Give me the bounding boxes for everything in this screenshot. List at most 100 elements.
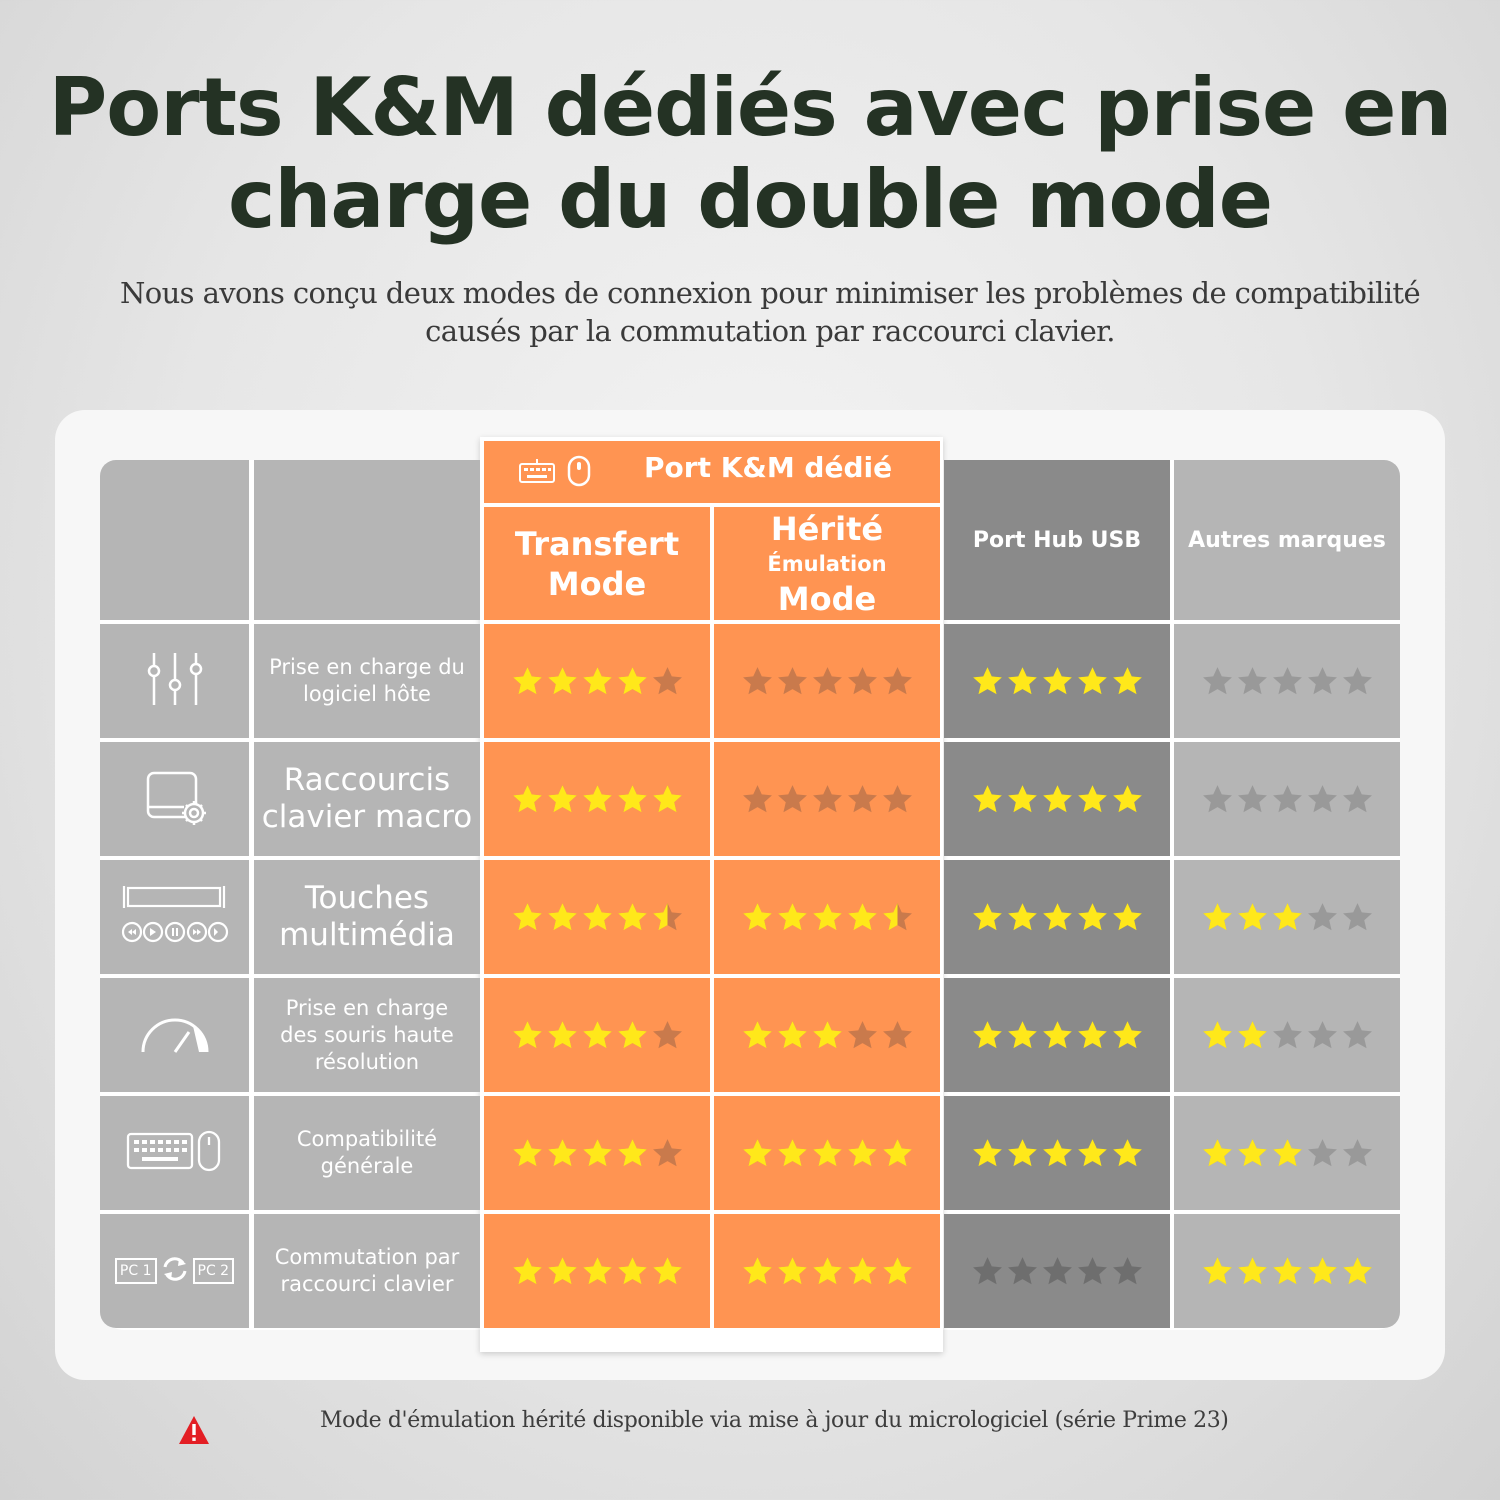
row-2-rating-legacy bbox=[714, 742, 940, 856]
star-icon bbox=[1342, 1256, 1372, 1284]
row-2-legacy-stars bbox=[741, 783, 914, 816]
star-icon bbox=[1077, 902, 1107, 930]
star-icon bbox=[742, 1256, 772, 1284]
subtitle-line-1: Nous avons conçu deux modes de connexion… bbox=[119, 276, 1421, 310]
star-icon bbox=[1237, 902, 1267, 930]
star-icon bbox=[847, 1256, 877, 1284]
header-legacy-line-2: Émulation bbox=[767, 551, 887, 576]
star-icon bbox=[1007, 1020, 1037, 1048]
star-icon bbox=[1237, 1138, 1267, 1166]
star-icon bbox=[1307, 666, 1337, 694]
star-icon bbox=[1307, 1256, 1337, 1284]
star-icon bbox=[582, 666, 612, 694]
row-3-legacy-stars bbox=[741, 901, 914, 934]
header-usb-hub-label: Port Hub USB bbox=[972, 527, 1142, 553]
row-5-label-text: Compatibilité générale bbox=[297, 1126, 437, 1180]
star-icon bbox=[547, 1256, 577, 1284]
row-2-label-text: Raccourcis clavier macro bbox=[262, 762, 473, 836]
star-icon bbox=[1272, 784, 1302, 812]
star-icon bbox=[1007, 1138, 1037, 1166]
star-icon bbox=[1272, 666, 1302, 694]
row-4-icon-cell bbox=[100, 978, 249, 1092]
header-legacy-line-3: Mode bbox=[777, 579, 877, 618]
title-line-1: Ports K&M dédiés avec prise en bbox=[48, 61, 1453, 154]
star-icon bbox=[1202, 1138, 1232, 1166]
sliders-icon bbox=[140, 649, 210, 713]
row-5-icon-cell bbox=[100, 1096, 249, 1210]
row-4-legacy-stars bbox=[741, 1019, 914, 1052]
star-icon bbox=[1077, 784, 1107, 812]
header-transfer-line-2: Mode bbox=[547, 564, 647, 603]
row-3-label-text: Touches multimédia bbox=[279, 880, 455, 954]
row-1-icon-cell bbox=[100, 624, 249, 738]
row-1-rating-transfer bbox=[484, 624, 710, 738]
header-legacy-line-1: Hérité bbox=[770, 509, 884, 548]
row-4-usb-hub-stars bbox=[971, 1019, 1144, 1052]
km-port-group-header: Port K&M dédié bbox=[484, 441, 940, 503]
star-icon bbox=[882, 902, 912, 930]
row-4-feature-label: Prise en charge des souris haute résolutio… bbox=[254, 978, 480, 1092]
star-icon bbox=[847, 666, 877, 694]
row-1-usb-hub-stars bbox=[971, 665, 1144, 698]
star-icon bbox=[972, 784, 1002, 812]
star-icon bbox=[617, 1256, 647, 1284]
macro-window-gear-icon bbox=[140, 767, 210, 831]
star-icon bbox=[847, 1138, 877, 1166]
row-1-other-brands-stars bbox=[1201, 665, 1374, 698]
star-icon bbox=[972, 1020, 1002, 1048]
star-icon bbox=[1112, 1138, 1142, 1166]
star-icon bbox=[547, 784, 577, 812]
star-icon bbox=[882, 1138, 912, 1166]
row-6-feature-label: Commutation par raccourci clavier bbox=[254, 1214, 480, 1328]
row-3-other-brands-stars bbox=[1201, 901, 1374, 934]
keyboard-icon bbox=[519, 459, 555, 483]
page-title: Ports K&M dédiés avec prise en charge du… bbox=[0, 62, 1500, 246]
row-6-label-text: Commutation par raccourci clavier bbox=[275, 1244, 460, 1298]
switch-arrows-icon bbox=[161, 1255, 189, 1287]
row-3-label-line-2: multimédia bbox=[279, 917, 455, 953]
star-icon bbox=[812, 902, 842, 930]
star-icon bbox=[1007, 902, 1037, 930]
star-icon bbox=[617, 1020, 647, 1048]
star-icon bbox=[1042, 902, 1072, 930]
pc-switch-icon: PC 1 PC 2 bbox=[114, 1255, 235, 1287]
header-legacy-mode: Hérité Émulation Mode bbox=[714, 507, 940, 620]
star-icon bbox=[547, 1138, 577, 1166]
row-4-label-line-1: Prise en charge bbox=[285, 995, 449, 1020]
media-keys-icon bbox=[120, 884, 230, 950]
star-icon bbox=[812, 1138, 842, 1166]
row-4-other-brands-stars bbox=[1201, 1019, 1374, 1052]
row-1-label-line-2: logiciel hôte bbox=[303, 682, 431, 706]
header-other-brands-label: Autres marques bbox=[1188, 527, 1386, 553]
star-icon bbox=[1307, 1138, 1337, 1166]
star-icon bbox=[847, 902, 877, 930]
row-2-label-line-2: clavier macro bbox=[261, 799, 473, 835]
star-icon bbox=[617, 1138, 647, 1166]
row-3-rating-legacy bbox=[714, 860, 940, 974]
star-icon bbox=[547, 666, 577, 694]
row-5-legacy-stars bbox=[741, 1137, 914, 1170]
row-5-transfer-stars bbox=[511, 1137, 684, 1170]
star-icon bbox=[972, 1256, 1002, 1284]
star-icon bbox=[1307, 784, 1337, 812]
star-icon bbox=[1112, 1256, 1142, 1284]
km-header-icons bbox=[519, 455, 591, 487]
row-3-usb-hub-stars bbox=[971, 901, 1144, 934]
star-icon bbox=[582, 1138, 612, 1166]
header-usb-hub-port: Port Hub USB bbox=[944, 460, 1170, 620]
row-4-label-text: Prise en charge des souris haute résolutio… bbox=[280, 995, 454, 1076]
star-icon bbox=[1202, 902, 1232, 930]
star-icon bbox=[777, 902, 807, 930]
star-icon bbox=[777, 1256, 807, 1284]
row-4-rating-transfer bbox=[484, 978, 710, 1092]
star-icon bbox=[812, 784, 842, 812]
header-transfer-mode-text: Transfert Mode bbox=[515, 524, 679, 604]
row-6-rating-legacy bbox=[714, 1214, 940, 1328]
row-1-legacy-stars bbox=[741, 665, 914, 698]
km-port-group-title: Port K&M dédié bbox=[644, 451, 893, 484]
star-icon bbox=[1307, 902, 1337, 930]
star-icon bbox=[1202, 1020, 1232, 1048]
star-icon bbox=[1007, 666, 1037, 694]
row-5-rating-usb-hub bbox=[944, 1096, 1170, 1210]
star-icon bbox=[582, 784, 612, 812]
